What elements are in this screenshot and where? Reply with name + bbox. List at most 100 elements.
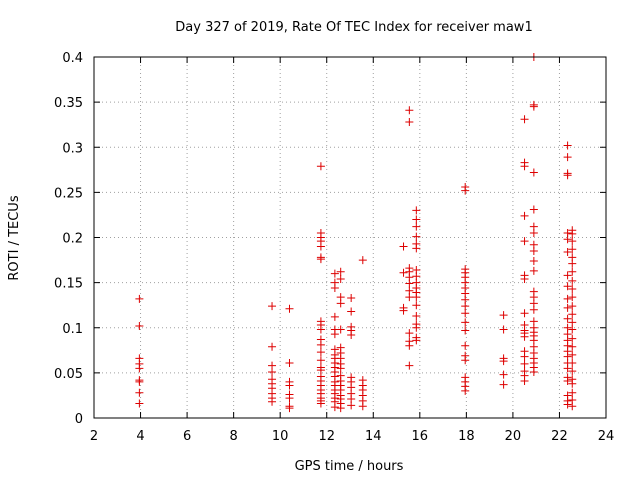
x-tick-label: 22 xyxy=(551,429,568,444)
data-point xyxy=(316,399,325,408)
data-point xyxy=(285,404,294,413)
data-point xyxy=(563,314,572,323)
data-point xyxy=(399,242,408,251)
data-point xyxy=(568,342,577,351)
data-point xyxy=(520,211,529,220)
x-axis-label: GPS time / hours xyxy=(295,459,404,474)
data-point xyxy=(520,275,529,284)
y-axis-label: ROTI / TECUs xyxy=(7,195,22,280)
data-point xyxy=(529,168,538,177)
data-point xyxy=(568,267,577,276)
data-point xyxy=(461,309,470,318)
data-point xyxy=(568,334,577,343)
data-point xyxy=(316,162,325,171)
data-point xyxy=(336,267,345,276)
data-point xyxy=(358,256,367,265)
y-tick-label: 0.1 xyxy=(62,322,83,337)
data-point xyxy=(520,115,529,124)
data-point xyxy=(316,242,325,251)
data-point xyxy=(461,186,470,195)
data-point xyxy=(529,228,538,237)
data-point xyxy=(135,388,144,397)
data-point xyxy=(520,359,529,368)
data-point xyxy=(358,402,367,411)
data-point xyxy=(563,282,572,291)
data-point xyxy=(268,367,277,376)
y-tick-label: 0 xyxy=(75,412,83,427)
data-point xyxy=(520,309,529,318)
data-point xyxy=(520,162,529,171)
y-tick-labels: 0 0.05 0.1 0.15 0.2 0.25 0.3 0.35 0.4 xyxy=(54,51,83,427)
data-point xyxy=(461,341,470,350)
data-point xyxy=(412,244,421,253)
data-point xyxy=(499,370,508,379)
data-point xyxy=(412,301,421,310)
x-tick-label: 8 xyxy=(229,429,237,444)
x-tick-label: 20 xyxy=(505,429,522,444)
data-point xyxy=(529,367,538,376)
data-point xyxy=(412,323,421,332)
data-point xyxy=(405,106,414,115)
data-point xyxy=(568,229,577,238)
data-point xyxy=(412,336,421,345)
data-point xyxy=(405,329,414,338)
data-point xyxy=(412,222,421,231)
data-point xyxy=(568,259,577,268)
y-tick-label: 0.25 xyxy=(54,186,83,201)
data-point xyxy=(405,361,414,370)
data-point xyxy=(399,306,408,315)
data-point xyxy=(568,245,577,254)
x-tick-label: 4 xyxy=(136,429,144,444)
data-point xyxy=(563,271,572,280)
data-point xyxy=(568,302,577,311)
x-tick-label: 18 xyxy=(458,429,475,444)
data-point xyxy=(499,380,508,389)
data-point xyxy=(568,276,577,285)
data-point xyxy=(568,325,577,334)
grid-lines xyxy=(94,57,606,418)
y-tick-label: 0.4 xyxy=(62,51,83,66)
data-point xyxy=(563,400,572,409)
x-tick-label: 12 xyxy=(318,429,335,444)
data-point xyxy=(330,330,339,339)
data-point xyxy=(135,364,144,373)
data-point xyxy=(316,340,325,349)
data-point xyxy=(568,350,577,359)
x-tick-label: 14 xyxy=(365,429,382,444)
data-point xyxy=(135,399,144,408)
data-point xyxy=(568,293,577,302)
data-point xyxy=(405,293,414,302)
data-point xyxy=(285,394,294,403)
data-point xyxy=(568,318,577,327)
data-point xyxy=(563,141,572,150)
data-point xyxy=(499,325,508,334)
y-tick-label: 0.3 xyxy=(62,141,83,156)
data-point xyxy=(135,321,144,330)
data-point xyxy=(568,367,577,376)
x-tick-label: 2 xyxy=(90,429,98,444)
data-point xyxy=(336,275,345,284)
data-point xyxy=(520,237,529,246)
data-point xyxy=(347,401,356,410)
data-point xyxy=(399,268,408,277)
data-point xyxy=(563,171,572,180)
data-point xyxy=(529,305,538,314)
data-point xyxy=(461,386,470,395)
data-point xyxy=(529,256,538,265)
data-point xyxy=(520,332,529,341)
data-point xyxy=(563,294,572,303)
data-point xyxy=(336,404,345,413)
data-point xyxy=(268,302,277,311)
data-point xyxy=(568,402,577,411)
data-point xyxy=(347,330,356,339)
data-point xyxy=(330,403,339,412)
data-point xyxy=(330,312,339,321)
data-point xyxy=(347,293,356,302)
data-point xyxy=(563,235,572,244)
data-point xyxy=(285,304,294,313)
data-point xyxy=(268,397,277,406)
data-point xyxy=(568,284,577,293)
data-point xyxy=(412,293,421,302)
x-tick-labels: 2 4 6 8 10 12 14 16 18 20 22 24 xyxy=(90,429,614,444)
